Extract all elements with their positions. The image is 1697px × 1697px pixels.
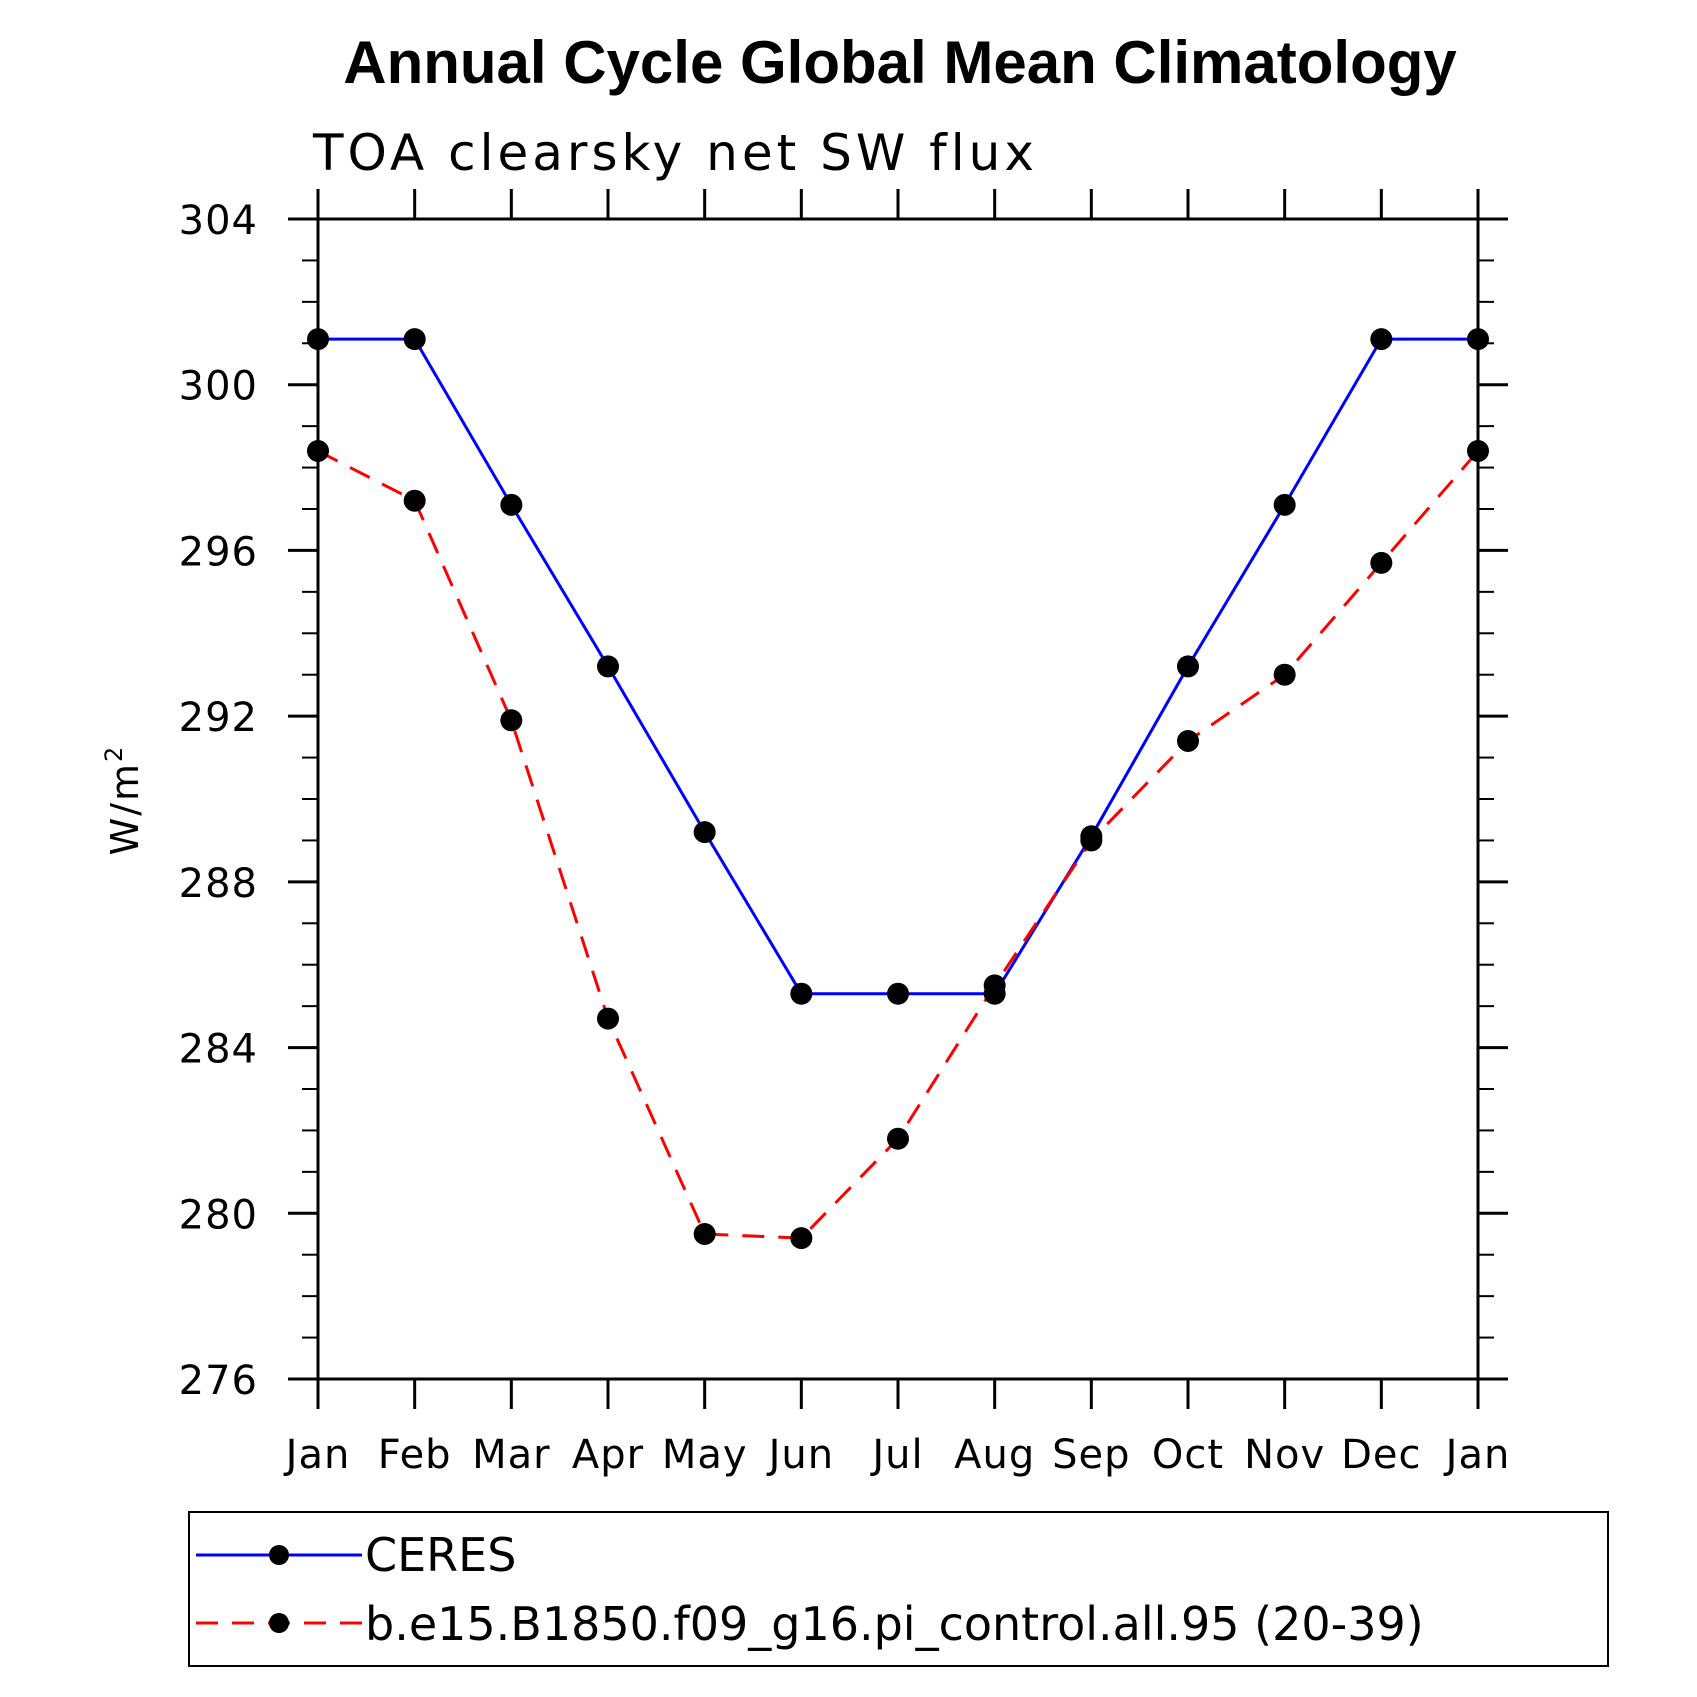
x-tick-label: May bbox=[662, 1432, 748, 1478]
plot-frame bbox=[316, 217, 1480, 1381]
series-1-point bbox=[403, 489, 426, 512]
series-0-point bbox=[1177, 655, 1199, 678]
chart-title: Annual Cycle Global Mean Climatology bbox=[343, 29, 1457, 96]
series-0-point bbox=[307, 328, 329, 351]
series-line-0 bbox=[318, 337, 1478, 996]
plot-area: 276 280 284 288 292 296 300 304 Jan Feb Mar Apr May… bbox=[179, 189, 1511, 1478]
y-tick-label: 296 bbox=[179, 529, 258, 575]
y-tick-label: 276 bbox=[179, 1358, 258, 1404]
series-1-point bbox=[1273, 663, 1296, 686]
series-markers bbox=[307, 328, 1489, 1250]
series-1-point bbox=[790, 1227, 813, 1250]
series-line-1 bbox=[317, 449, 1480, 1240]
series-1-point bbox=[693, 1223, 716, 1245]
x-tick-label: Sep bbox=[1052, 1432, 1130, 1478]
y-tick-label: 292 bbox=[179, 695, 258, 741]
series-1-point bbox=[1177, 730, 1199, 752]
x-tick-label: Feb bbox=[378, 1432, 452, 1478]
y-axis-label: W/m2 bbox=[100, 745, 147, 856]
legend-marker-ceres bbox=[269, 1545, 289, 1565]
y-axis-label-superscript: 2 bbox=[100, 745, 128, 762]
legend-box bbox=[188, 1511, 1609, 1667]
series-1-point bbox=[1370, 551, 1393, 574]
series-lines bbox=[317, 337, 1480, 1240]
x-tick-label: Jul bbox=[869, 1432, 923, 1478]
y-tick-label: 300 bbox=[179, 364, 258, 410]
series-1-point bbox=[597, 1007, 619, 1030]
series-1-point bbox=[887, 1127, 909, 1150]
series-1-point bbox=[1467, 440, 1489, 462]
y-tick-label: 284 bbox=[179, 1027, 258, 1073]
series-0-point bbox=[1273, 493, 1296, 516]
x-tick-label: Jan bbox=[1443, 1432, 1511, 1478]
series-0-point bbox=[500, 493, 523, 516]
legend: CERES b.e15.B1850.f09_g16.pi_control.all… bbox=[188, 1511, 1609, 1667]
legend-label-ceres: CERES bbox=[365, 1528, 516, 1582]
series-0-point bbox=[597, 655, 619, 678]
x-tick-label: Aug bbox=[954, 1432, 1035, 1478]
series-1-point bbox=[983, 974, 1006, 997]
series-0-point bbox=[1370, 328, 1393, 351]
y-tick-label: 304 bbox=[179, 198, 258, 244]
series-0-point bbox=[403, 328, 426, 351]
series-0-point bbox=[1467, 328, 1489, 351]
x-tick-label: Jan bbox=[283, 1432, 351, 1478]
x-tick-label: Mar bbox=[472, 1432, 550, 1478]
y-axis-label-text: W/m bbox=[103, 762, 147, 855]
y-tick-label: 288 bbox=[179, 861, 258, 907]
series-1-point bbox=[307, 440, 329, 462]
x-tick-label: Dec bbox=[1341, 1432, 1421, 1478]
x-tick-label: Jun bbox=[766, 1432, 835, 1478]
legend-label-model: b.e15.B1850.f09_g16.pi_control.all.95 (2… bbox=[365, 1597, 1424, 1651]
minor-ticks bbox=[302, 259, 1494, 1339]
y-tick-label: 280 bbox=[179, 1192, 258, 1238]
series-0-point bbox=[693, 821, 716, 844]
x-tick-label: Nov bbox=[1244, 1432, 1325, 1478]
series-1-point bbox=[1080, 829, 1103, 852]
y-axis-ticks: 276 280 284 288 292 296 300 304 bbox=[179, 198, 1508, 1404]
x-axis-ticks: Jan Feb Mar Apr May Jun Jul Aug Sep Oct Nov Dec Jan bbox=[283, 189, 1511, 1478]
series-0-point bbox=[887, 982, 909, 1005]
chart-subtitle: TOA clearsky net SW flux bbox=[312, 124, 1038, 182]
x-tick-label: Oct bbox=[1152, 1432, 1224, 1478]
legend-marker-model bbox=[269, 1613, 289, 1633]
series-1-point bbox=[500, 709, 523, 732]
x-tick-label: Apr bbox=[572, 1432, 644, 1478]
series-0-point bbox=[790, 982, 813, 1005]
